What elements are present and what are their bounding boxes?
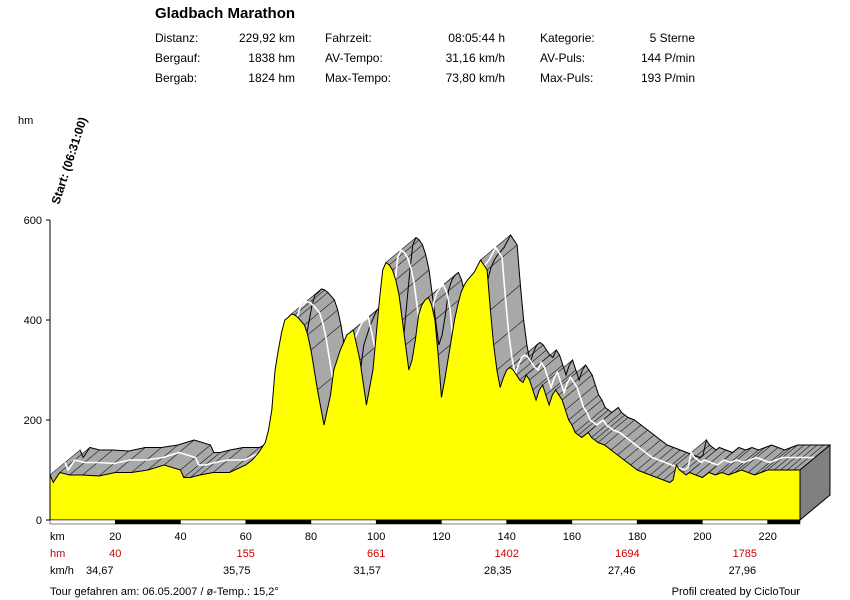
- elevation-area: [49, 259, 801, 521]
- scale-bar-segment: [506, 519, 573, 525]
- segment-speed-label: 35,75: [223, 565, 251, 577]
- x-tick-label: 80: [305, 531, 317, 543]
- cumulative-climb-label: 1402: [494, 548, 518, 560]
- scale-bar-segment: [180, 519, 246, 525]
- y-tick-label: 0: [36, 515, 42, 527]
- segment-speed-label: 27,96: [729, 565, 757, 577]
- stat-value-distanz: 229,92 km: [238, 31, 295, 45]
- cumulative-climb-label: 1785: [733, 548, 757, 560]
- stat-value-av-puls: 144 P/min: [640, 51, 695, 65]
- cumulative-climb-label: 1694: [615, 548, 639, 560]
- x-tick-label: 120: [432, 531, 450, 543]
- stat-label-bergauf: Bergauf:: [155, 51, 201, 65]
- x-tick-label: 40: [174, 531, 186, 543]
- stat-label-bergab: Bergab:: [155, 71, 198, 85]
- stat-value-fahrzeit: 08:05:44 h: [448, 31, 505, 45]
- y-tick-label: 200: [24, 415, 42, 427]
- x-tick-label: 20: [109, 531, 121, 543]
- cumulative-climb-label: 40: [109, 548, 121, 560]
- stat-value-max-tempo: 73,80 km/h: [445, 71, 505, 85]
- stat-label-max-tempo: Max-Tempo:: [325, 71, 392, 85]
- scale-bar-segment: [636, 519, 703, 525]
- x-axis-unit-label: km: [50, 531, 65, 543]
- x-tick-label: 60: [240, 531, 252, 543]
- stat-label-kategorie: Kategorie:: [540, 31, 595, 45]
- scale-bar-segment: [767, 519, 801, 525]
- segment-speed-label: 34,67: [86, 565, 114, 577]
- chart-title: Gladbach Marathon: [155, 5, 296, 22]
- stat-value-bergab: 1824 hm: [248, 71, 295, 85]
- segment-speed-label: 27,46: [608, 565, 636, 577]
- x-tick-label: 220: [758, 531, 776, 543]
- footer-credit: Profil created by CicloTour: [671, 586, 800, 598]
- x-tick-label: 180: [628, 531, 646, 543]
- scale-bar-segment: [375, 519, 442, 525]
- stat-value-max-puls: 193 P/min: [640, 71, 695, 85]
- cumulative-climb-label: 155: [237, 548, 255, 560]
- scale-bar-segment: [310, 519, 377, 525]
- scale-bar-segment: [49, 519, 116, 525]
- footer-tour-info: Tour gefahren am: 06.05.2007 / ø-Temp.: …: [50, 586, 279, 598]
- y-tick-label: 600: [24, 215, 42, 227]
- stat-value-av-tempo: 31,16 km/h: [445, 51, 505, 65]
- km-scale-bar: [49, 519, 801, 525]
- x-tick-label: 160: [563, 531, 581, 543]
- y-tick-label: 400: [24, 315, 42, 327]
- scale-bar-segment: [702, 519, 768, 525]
- segment-speed-label: 31,57: [354, 565, 382, 577]
- cumulative-climb-label: 661: [367, 548, 385, 560]
- stat-value-kategorie: 5 Sterne: [649, 31, 695, 45]
- scale-bar-segment: [245, 519, 312, 525]
- stat-label-max-puls: Max-Puls:: [540, 71, 594, 85]
- stat-label-distanz: Distanz:: [155, 31, 199, 45]
- scale-bar-segment: [114, 519, 181, 525]
- x-tick-label: 200: [693, 531, 711, 543]
- start-time-label: Start: (06:31:00): [49, 115, 90, 206]
- stat-label-av-puls: AV-Puls:: [540, 51, 586, 65]
- hm-row-label: hm: [50, 548, 65, 560]
- y-axis-unit-label: hm: [18, 115, 33, 127]
- segment-speed-label: 28,35: [484, 565, 512, 577]
- stat-value-bergauf: 1838 hm: [248, 51, 295, 65]
- x-tick-label: 100: [367, 531, 385, 543]
- stat-label-fahrzeit: Fahrzeit:: [325, 31, 372, 45]
- scale-bar-segment: [441, 519, 507, 525]
- scale-bar-segment: [571, 519, 638, 525]
- x-tick-label: 140: [498, 531, 516, 543]
- kmh-row-label: km/h: [50, 565, 74, 577]
- stat-label-av-tempo: AV-Tempo:: [325, 51, 383, 65]
